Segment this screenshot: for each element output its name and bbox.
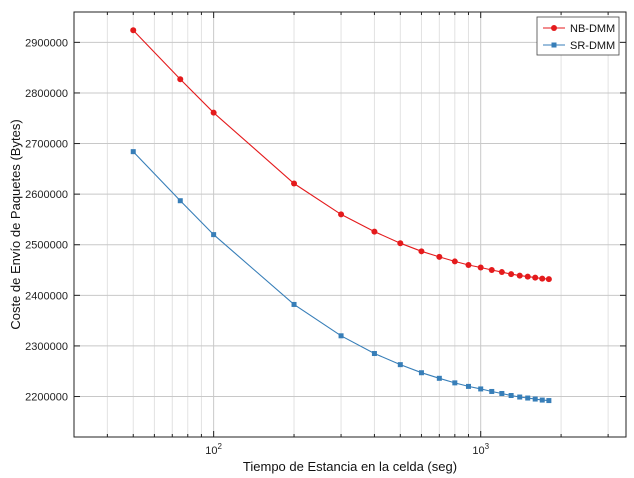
- tick-labels: 2200000 2300000 2400000 2500000 2600000 27000…: [25, 37, 489, 457]
- y-tick-label: 2600000: [25, 189, 68, 201]
- data-point-nb-dmm: [451, 258, 458, 265]
- data-point-sr-dmm: [211, 232, 217, 238]
- data-point-nb-dmm: [477, 264, 484, 271]
- data-point-nb-dmm: [498, 269, 505, 276]
- data-point-sr-dmm: [418, 370, 424, 376]
- data-point-sr-dmm: [508, 393, 514, 399]
- data-point-sr-dmm: [371, 351, 377, 357]
- data-point-sr-dmm: [525, 395, 531, 401]
- data-point-nb-dmm: [291, 180, 298, 187]
- data-point-nb-dmm: [397, 240, 404, 247]
- data-point-nb-dmm: [524, 273, 531, 280]
- data-point-sr-dmm: [177, 198, 183, 204]
- data-point-nb-dmm: [488, 267, 495, 274]
- legend: NB-DMM SR-DMM: [536, 16, 620, 56]
- data-point-nb-dmm: [539, 275, 546, 282]
- data-point-sr-dmm: [517, 394, 523, 400]
- grid: [73, 12, 626, 437]
- data-point-sr-dmm: [436, 375, 442, 381]
- legend-label-nb-dmm: NB-DMM: [570, 23, 615, 35]
- data-point-sr-dmm: [539, 397, 545, 403]
- legend-marker-sr-dmm: [551, 42, 557, 48]
- y-tick-label: 2900000: [25, 37, 68, 49]
- axis-ticks: [73, 12, 626, 437]
- plot-area: [73, 11, 627, 438]
- data-point-nb-dmm: [508, 271, 515, 278]
- data-point-sr-dmm: [546, 398, 552, 404]
- data-point-sr-dmm: [478, 386, 484, 392]
- legend-marker-nb-dmm: [551, 25, 557, 31]
- y-tick-label: 2500000: [25, 240, 68, 252]
- data-point-sr-dmm: [499, 390, 505, 396]
- data-point-nb-dmm: [545, 276, 552, 283]
- y-tick-label: 2800000: [25, 88, 68, 100]
- data-point-sr-dmm: [291, 301, 297, 307]
- y-tick-label: 2400000: [25, 290, 68, 302]
- y-tick-label: 2200000: [25, 392, 68, 404]
- data-point-nb-dmm: [210, 109, 217, 116]
- data-point-nb-dmm: [177, 76, 184, 83]
- x-axis-title: Tiempo de Estancia en la celda (seg): [243, 459, 457, 474]
- data-point-nb-dmm: [516, 272, 523, 279]
- legend-label-sr-dmm: SR-DMM: [570, 40, 615, 52]
- legend-box: [536, 16, 620, 56]
- y-tick-label: 2700000: [25, 139, 68, 151]
- series-layer: [130, 27, 552, 404]
- data-point-sr-dmm: [397, 362, 403, 368]
- data-point-nb-dmm: [371, 228, 378, 235]
- data-point-sr-dmm: [489, 388, 495, 394]
- data-point-nb-dmm: [418, 248, 425, 255]
- y-tick-label: 2300000: [25, 341, 68, 353]
- x-tick-label: 103: [472, 442, 489, 457]
- data-point-nb-dmm: [436, 253, 443, 260]
- data-point-nb-dmm: [532, 274, 539, 281]
- data-point-sr-dmm: [532, 396, 538, 402]
- data-point-nb-dmm: [465, 261, 472, 268]
- data-point-sr-dmm: [465, 383, 471, 389]
- data-point-nb-dmm: [338, 211, 345, 218]
- data-point-sr-dmm: [452, 380, 458, 386]
- data-point-nb-dmm: [130, 27, 137, 34]
- data-point-sr-dmm: [338, 333, 344, 339]
- x-tick-label: 102: [205, 442, 222, 457]
- data-point-sr-dmm: [130, 149, 136, 155]
- y-axis-title: Coste de Envío de Paquetes (Bytes): [8, 119, 23, 329]
